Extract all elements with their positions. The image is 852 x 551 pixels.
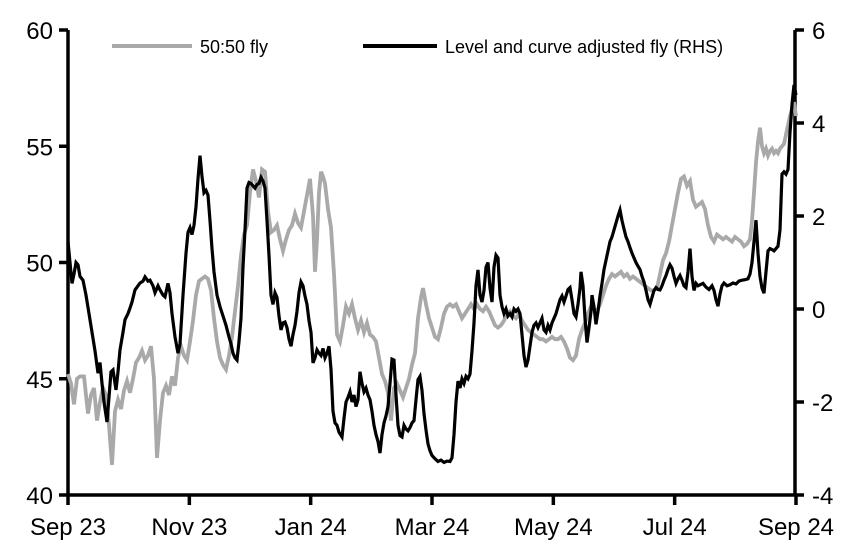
y-axis-left-tick-label: 40 xyxy=(26,483,53,510)
axes-layer: 60 55 50 45 40 6 4 2 0 -2 -4 Sep 23 Nov 23 Jan 24 Mar … xyxy=(26,18,834,541)
y-axis-right-tick-label: -4 xyxy=(812,483,833,510)
y-axis-right-tick-label: 4 xyxy=(812,111,825,138)
y-axis-left-tick-label: 50 xyxy=(26,251,53,278)
x-axis-tick-label: Sep 24 xyxy=(758,514,834,541)
y-axis-left-tick-label: 45 xyxy=(26,367,53,394)
x-axis-tick-label: Sep 23 xyxy=(30,514,106,541)
x-axis-tick-label: Jan 24 xyxy=(275,514,347,541)
y-axis-left-tick-label: 55 xyxy=(26,134,53,161)
series-layer xyxy=(66,84,798,465)
x-axis-tick-label: Nov 23 xyxy=(151,514,227,541)
legend-label-50-50-fly: 50:50 fly xyxy=(200,37,268,57)
x-axis-tick-label: May 24 xyxy=(514,514,593,541)
x-axis-tick-label: Mar 24 xyxy=(395,514,470,541)
y-axis-right-tick-label: -2 xyxy=(812,390,833,417)
y-axis-right-tick-label: 2 xyxy=(812,204,825,231)
x-axis-tick-label: Jul 24 xyxy=(643,514,707,541)
series-line-50-50-fly xyxy=(66,101,798,465)
y-axis-right-tick-label: 0 xyxy=(812,297,825,324)
series-line-adjusted-fly xyxy=(66,84,798,465)
y-axis-right-tick-label: 6 xyxy=(812,18,825,45)
y-axis-left-tick-label: 60 xyxy=(26,18,53,45)
legend-label-adjusted-fly: Level and curve adjusted fly (RHS) xyxy=(445,37,723,57)
legend: 50:50 fly Level and curve adjusted fly (… xyxy=(112,37,723,57)
